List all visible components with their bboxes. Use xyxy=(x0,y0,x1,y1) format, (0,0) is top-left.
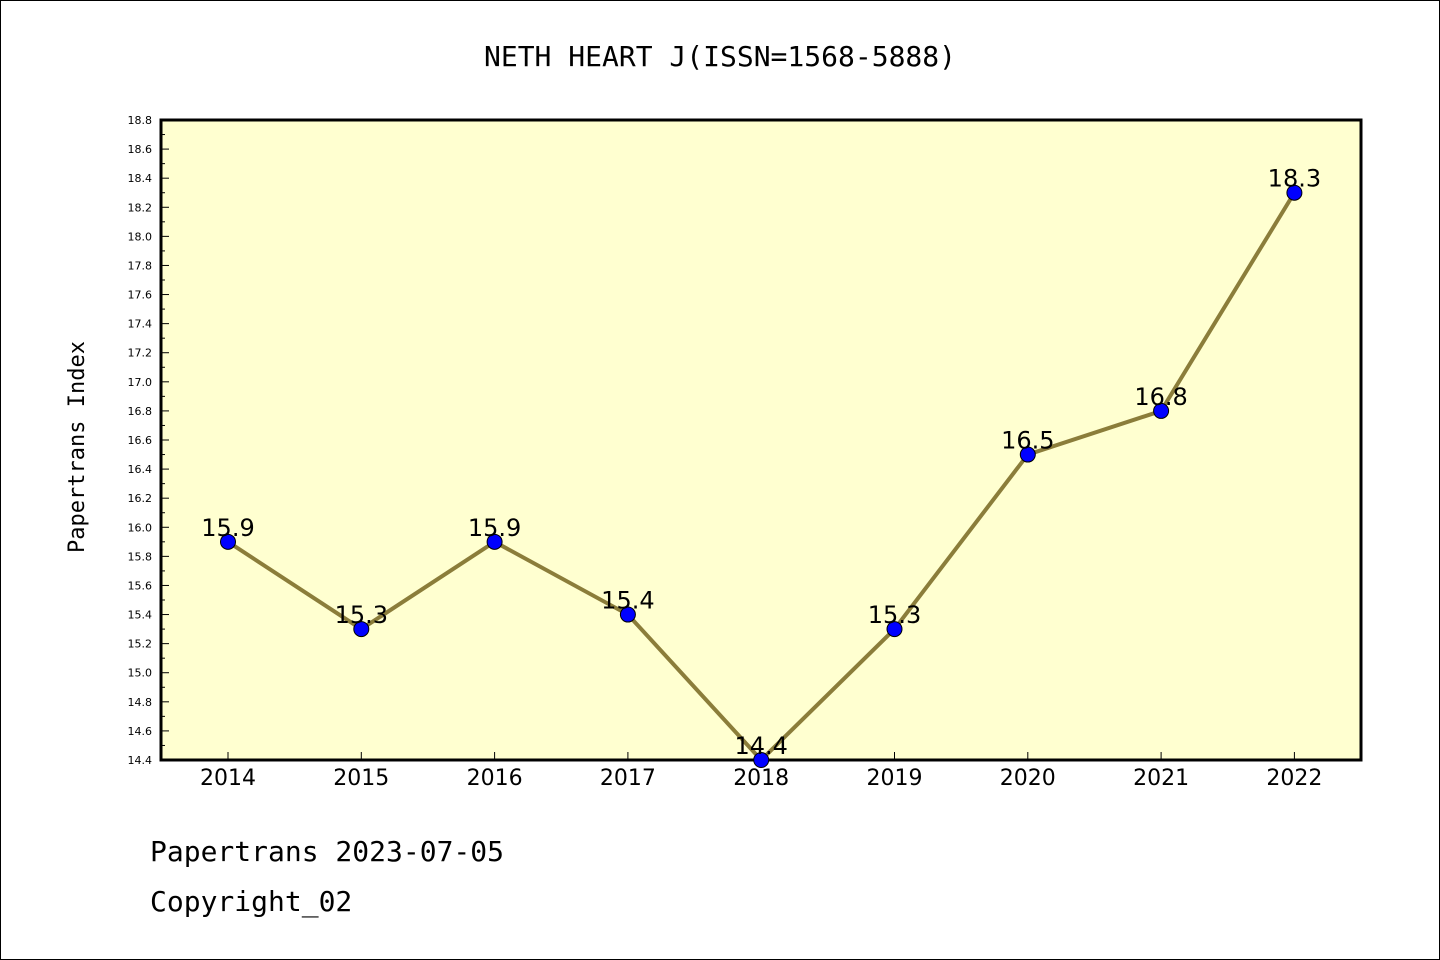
data-label: 15.3 xyxy=(868,601,921,629)
y-axis-label: Papertrans Index xyxy=(65,341,90,553)
x-tick-label: 2019 xyxy=(867,766,923,791)
y-tick-label: 18.6 xyxy=(128,143,153,156)
y-axis-ticks: 14.4 14.6 14.8 15.0 15.2 15.4 15.6 15.8 16.0 16.2… xyxy=(128,114,169,767)
data-point xyxy=(486,533,503,550)
y-tick-label: 17.4 xyxy=(128,318,153,331)
y-tick-label: 15.4 xyxy=(128,609,153,622)
y-tick-label: 16.0 xyxy=(128,521,153,534)
x-tick-label: 2020 xyxy=(1000,766,1056,791)
data-point xyxy=(753,752,770,768)
y-tick-label: 15.6 xyxy=(128,579,153,592)
y-tick-label: 18.4 xyxy=(128,172,153,185)
x-tick-label: 2018 xyxy=(733,766,789,791)
y-tick-label: 14.6 xyxy=(128,725,153,738)
data-point xyxy=(1153,402,1170,419)
footer-date-line: Papertrans 2023-07-05 xyxy=(150,835,505,868)
y-tick-label: 17.0 xyxy=(128,376,153,389)
y-tick-label: 16.4 xyxy=(128,463,153,476)
data-label: 15.9 xyxy=(468,514,521,542)
x-axis-ticks: 2014 2015 2016 2017 2018 2019 2020 2021 2022 xyxy=(200,752,1322,791)
plot-area xyxy=(159,118,1363,762)
y-tick-label: 18.8 xyxy=(128,114,153,127)
x-tick-label: 2016 xyxy=(467,766,523,791)
chart-title: NETH HEART J(ISSN=1568-5888) xyxy=(484,40,956,73)
y-tick-label: 15.2 xyxy=(128,638,153,651)
y-tick-label: 14.4 xyxy=(128,754,153,767)
y-tick-label: 16.2 xyxy=(128,492,153,505)
y-tick-label: 18.0 xyxy=(128,230,153,243)
y-tick-label: 18.2 xyxy=(128,201,153,214)
x-tick-label: 2021 xyxy=(1133,766,1189,791)
y-tick-label: 17.8 xyxy=(128,259,153,272)
x-tick-label: 2015 xyxy=(333,766,389,791)
data-label: 15.9 xyxy=(201,514,254,542)
data-label: 16.5 xyxy=(1001,427,1054,455)
y-tick-label: 17.2 xyxy=(128,347,153,360)
data-point xyxy=(220,533,236,550)
data-label: 15.4 xyxy=(601,587,654,615)
data-point xyxy=(353,621,370,638)
x-tick-label: 2022 xyxy=(1266,766,1322,791)
y-tick-label: 16.6 xyxy=(128,434,153,447)
data-point xyxy=(619,606,636,623)
data-point xyxy=(1019,446,1036,463)
data-point xyxy=(886,621,903,638)
data-label: 14.4 xyxy=(734,732,787,760)
y-tick-label: 17.6 xyxy=(128,289,153,302)
y-tick-label: 16.8 xyxy=(128,405,153,418)
x-tick-label: 2017 xyxy=(600,766,656,791)
y-tick-label: 15.8 xyxy=(128,550,153,563)
x-tick-label: 2014 xyxy=(200,766,256,791)
footer-copyright: Copyright_02 xyxy=(150,885,353,918)
data-label: 16.8 xyxy=(1134,383,1187,411)
data-label: 15.3 xyxy=(335,601,388,629)
data-markers xyxy=(220,184,1303,768)
y-tick-label: 14.8 xyxy=(128,696,153,709)
y-tick-label: 15.0 xyxy=(128,667,153,680)
data-label: 18.3 xyxy=(1268,165,1321,193)
data-labels: 15.9 15.3 15.9 15.4 14.4 15.3 16.5 16.8 18.3 xyxy=(201,165,1321,760)
data-point xyxy=(1286,184,1303,201)
